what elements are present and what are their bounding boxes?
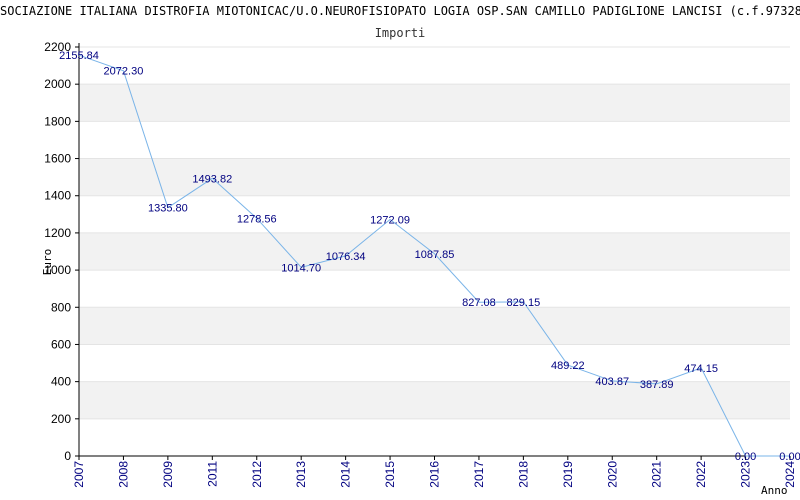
y-tick-label: 1600 <box>44 152 71 166</box>
x-tick-label: 2018 <box>516 461 530 488</box>
y-tick-label: 1000 <box>44 263 71 277</box>
chart-title: SOCIAZIONE ITALIANA DISTROFIA MIOTONICAC… <box>0 4 800 18</box>
grid-band <box>79 232 790 271</box>
x-tick-label: 2021 <box>650 461 664 488</box>
x-tick-label: 2008 <box>116 461 130 488</box>
data-label: 1335.80 <box>148 203 188 215</box>
y-tick-label: 1200 <box>44 226 71 240</box>
data-label: 474.15 <box>684 363 718 375</box>
x-tick-label: 2016 <box>428 461 442 488</box>
data-label: 387.89 <box>640 379 674 391</box>
series-line <box>78 54 790 457</box>
data-label: 1076.34 <box>326 251 366 263</box>
data-label: 403.87 <box>595 376 629 388</box>
data-label: 1014.70 <box>281 262 321 274</box>
x-tick-label: 2024 <box>783 461 797 488</box>
y-tick-label: 400 <box>51 375 71 389</box>
x-tick-label: 2015 <box>383 461 397 488</box>
x-tick-label: 2022 <box>694 461 708 488</box>
y-tick-label: 1400 <box>44 189 71 203</box>
data-labels: 2155.84 2072.30 1335.80 1493.82 1278.56 1014.… <box>59 50 800 463</box>
x-tick-label: 2012 <box>250 461 264 488</box>
data-label: 827.08 <box>462 297 496 309</box>
y-axis-ticks: 0 200 400 600 800 1000 1200 1400 1600 1800 2000 220… <box>44 40 79 463</box>
data-label: 0.00 <box>735 451 756 463</box>
data-label: 829.15 <box>507 297 541 309</box>
data-label: 1493.82 <box>192 173 232 185</box>
data-label: 1272.09 <box>370 215 410 227</box>
x-tick-label: 2019 <box>561 461 575 488</box>
grid-band <box>79 307 790 345</box>
y-tick-label: 600 <box>51 337 71 351</box>
y-tick-label: 800 <box>51 300 71 314</box>
x-tick-label: 2023 <box>739 461 753 488</box>
x-tick-label: 2011 <box>205 461 219 487</box>
x-tick-label: 2014 <box>339 461 353 488</box>
data-label: 489.22 <box>551 360 585 372</box>
grid-bands <box>79 46 790 457</box>
y-tick-label: 200 <box>51 412 71 426</box>
y-axis-label: Euro <box>41 249 54 276</box>
y-tick-label: 2000 <box>44 77 71 91</box>
x-axis-ticks: 2007 2008 2009 2011 2012 2013 2014 2015 2016 2017… <box>72 456 797 488</box>
data-label: 1087.85 <box>415 249 455 261</box>
x-tick-label: 2013 <box>294 461 308 488</box>
data-label: 2072.30 <box>104 66 144 78</box>
series-importi <box>78 54 790 457</box>
grid-band <box>79 84 790 122</box>
x-tick-label: 2007 <box>72 461 86 488</box>
x-tick-label: 2009 <box>161 461 175 488</box>
x-axis-label: Anno <box>761 484 788 497</box>
x-tick-label: 2020 <box>605 461 619 488</box>
y-tick-label: 1800 <box>44 114 71 128</box>
data-label: 0.00 <box>779 451 800 463</box>
x-tick-label: 2017 <box>472 461 486 488</box>
data-label: 1278.56 <box>237 213 277 225</box>
grid-band <box>79 381 790 419</box>
data-label: 2155.84 <box>59 50 99 62</box>
y-tick-label: 2200 <box>44 40 71 54</box>
grid-band <box>79 158 790 196</box>
y-tick-label: 0 <box>64 449 71 463</box>
chart-subtitle: Importi <box>374 26 426 40</box>
